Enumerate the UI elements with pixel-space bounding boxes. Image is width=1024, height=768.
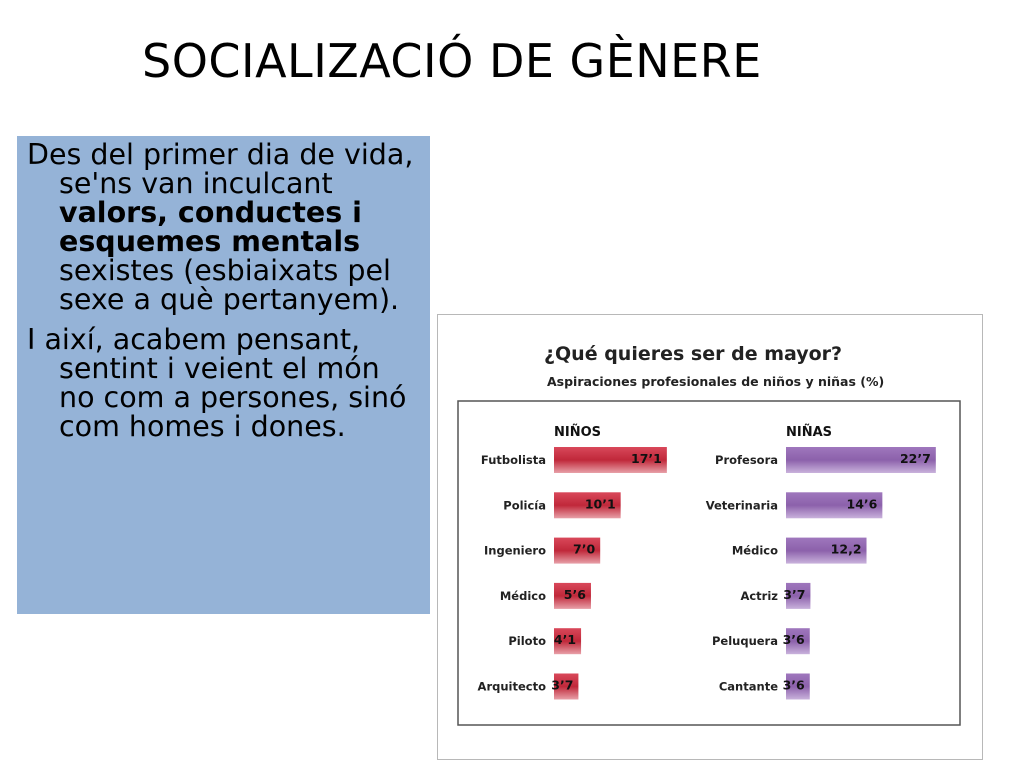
paragraph-1-end: sexistes (esbiaixats pel sexe a què pert… <box>59 254 400 316</box>
category-label-girls: Peluquera <box>712 634 778 648</box>
value-label-boys: 5’6 <box>564 587 586 602</box>
value-label-girls: 3’6 <box>783 678 805 693</box>
paragraph-1: Des del primer dia de vida, se'ns van in… <box>27 140 422 314</box>
paragraph-1-bold: valors, conductes i esquemes mentals <box>59 196 362 258</box>
category-label-boys: Arquitecto <box>478 680 547 694</box>
category-label-girls: Actriz <box>740 589 778 603</box>
bar-girls <box>786 673 810 700</box>
category-label-boys: Piloto <box>508 634 546 648</box>
value-label-girls: 3’7 <box>783 587 805 602</box>
chart-plot-frame <box>457 400 961 726</box>
category-label-boys: Policía <box>503 498 546 512</box>
bar-girls <box>786 537 867 564</box>
chart-svg: ¿Qué quieres ser de mayor? Aspiraciones … <box>457 343 961 726</box>
paragraph-1-start: Des del primer dia de vida, se'ns van in… <box>27 138 414 200</box>
category-label-boys: Médico <box>500 589 546 603</box>
group-heading-girls: NIÑAS <box>786 424 832 440</box>
category-label-girls: Veterinaria <box>706 498 778 512</box>
value-label-girls: 22’7 <box>900 451 931 466</box>
bar-boys <box>554 492 621 519</box>
category-label-boys: Ingeniero <box>484 544 546 558</box>
paragraph-2: I així, acabem pensant, sentint i veient… <box>27 323 407 443</box>
bar-boys <box>554 447 667 473</box>
value-label-boys: 7’0 <box>573 542 595 557</box>
bar-boys <box>554 628 582 655</box>
value-label-girls: 3’6 <box>783 632 805 647</box>
bar-boys <box>554 537 601 564</box>
chart-figure: ¿Qué quieres ser de mayor? Aspiraciones … <box>437 314 983 760</box>
bar-girls <box>786 447 936 473</box>
value-label-girls: 12,2 <box>831 542 862 557</box>
bar-boys <box>554 673 579 700</box>
text-box: Des del primer dia de vida, se'ns van in… <box>17 136 430 614</box>
bar-girls <box>786 492 883 519</box>
bar-girls <box>786 628 810 655</box>
chart-title: ¿Qué quieres ser de mayor? <box>544 343 842 365</box>
value-label-boys: 10’1 <box>585 496 616 511</box>
bars-layer: NIÑOS Futbolista 17’1 Policía 10’1 Ingeniero 7… <box>478 424 936 700</box>
bar-boys <box>554 582 591 609</box>
category-label-boys: Futbolista <box>481 453 546 467</box>
value-label-boys: 17’1 <box>631 451 662 466</box>
value-label-boys: 4’1 <box>554 632 576 647</box>
category-label-girls: Cantante <box>719 680 778 694</box>
chart-subtitle: Aspiraciones profesionales de niños y ni… <box>547 374 884 389</box>
group-heading-boys: NIÑOS <box>554 424 601 440</box>
slide-title: SOCIALIZACIÓ DE GÈNERE <box>142 34 762 88</box>
category-label-girls: Médico <box>732 544 778 558</box>
value-label-girls: 14’6 <box>847 496 878 511</box>
category-label-girls: Profesora <box>715 453 778 467</box>
bar-girls <box>786 582 811 609</box>
value-label-boys: 3’7 <box>551 678 573 693</box>
